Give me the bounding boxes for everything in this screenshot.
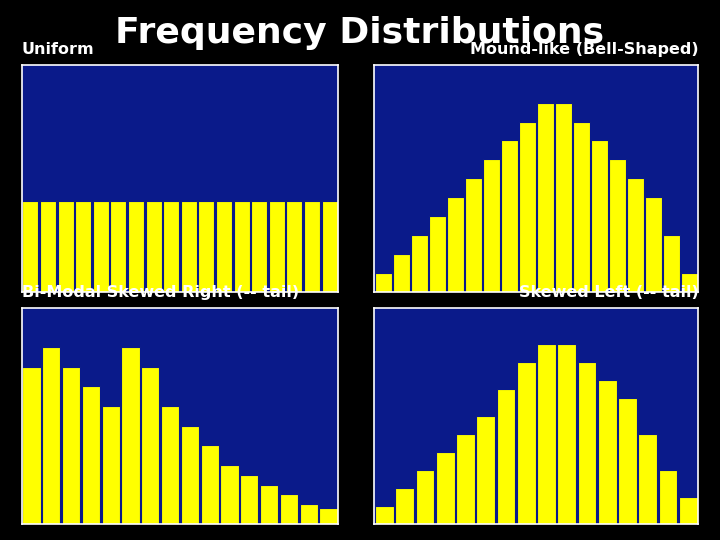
Bar <box>40 201 56 292</box>
Bar <box>201 446 219 524</box>
Bar <box>93 201 109 292</box>
Text: Frequency Distributions: Frequency Distributions <box>115 16 605 50</box>
Bar <box>465 178 482 292</box>
Text: Mound-like (Bell-Shaped): Mound-like (Bell-Shaped) <box>469 42 698 57</box>
Bar <box>300 504 318 524</box>
Bar <box>447 197 464 292</box>
Bar <box>537 344 556 524</box>
Bar <box>75 201 91 292</box>
Bar <box>198 201 215 292</box>
Bar <box>58 201 73 292</box>
Bar <box>141 367 159 524</box>
Text: Bi-Modal Skewed Right (-- tail): Bi-Modal Skewed Right (-- tail) <box>22 285 299 300</box>
Bar <box>22 201 38 292</box>
Bar <box>411 235 428 292</box>
Bar <box>681 273 698 292</box>
Bar <box>415 470 434 524</box>
Bar <box>501 140 518 292</box>
Bar <box>280 494 298 524</box>
Bar <box>627 178 644 292</box>
Bar <box>62 367 80 524</box>
Bar <box>163 201 179 292</box>
Bar <box>287 201 302 292</box>
Bar <box>591 140 608 292</box>
Bar <box>110 201 127 292</box>
Bar <box>679 497 698 524</box>
Bar <box>573 122 590 292</box>
Bar <box>395 488 414 524</box>
Bar <box>181 426 199 524</box>
Bar <box>220 465 238 524</box>
Bar <box>320 508 338 524</box>
Bar <box>517 362 536 524</box>
Bar <box>598 380 616 524</box>
Bar <box>82 386 100 524</box>
Bar <box>497 389 516 524</box>
Bar <box>456 434 475 524</box>
Bar <box>122 347 140 524</box>
Bar <box>240 475 258 524</box>
Bar <box>102 406 120 524</box>
Bar <box>519 122 536 292</box>
Bar <box>375 273 392 292</box>
Bar <box>145 201 162 292</box>
Bar <box>639 434 657 524</box>
Bar <box>659 470 678 524</box>
Bar <box>436 452 454 524</box>
Bar <box>393 254 410 292</box>
Bar <box>663 235 680 292</box>
Bar <box>260 484 278 524</box>
Bar <box>577 362 596 524</box>
Bar <box>304 201 320 292</box>
Bar <box>251 201 267 292</box>
Bar <box>161 406 179 524</box>
Bar <box>555 103 572 292</box>
Bar <box>645 197 662 292</box>
Text: Skewed Left (-- tail): Skewed Left (-- tail) <box>518 285 698 300</box>
Bar <box>216 201 232 292</box>
Bar <box>269 201 285 292</box>
Bar <box>557 344 576 524</box>
Bar <box>322 201 338 292</box>
Bar <box>483 159 500 292</box>
Bar <box>181 201 197 292</box>
Bar <box>537 103 554 292</box>
Bar <box>618 398 637 524</box>
Bar <box>429 216 446 292</box>
Bar <box>42 347 60 524</box>
Bar <box>233 201 250 292</box>
Bar <box>609 159 626 292</box>
Bar <box>477 416 495 524</box>
Bar <box>22 367 40 524</box>
Text: Uniform: Uniform <box>22 42 94 57</box>
Bar <box>375 506 394 524</box>
Bar <box>128 201 144 292</box>
